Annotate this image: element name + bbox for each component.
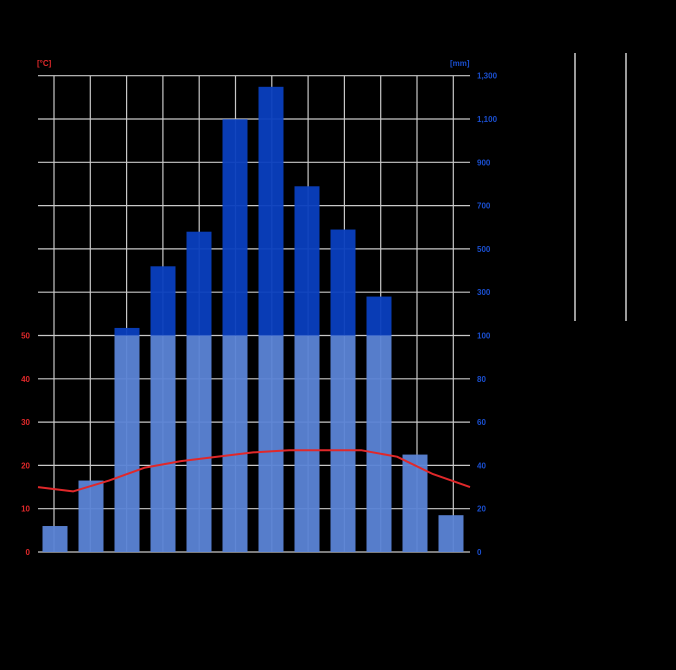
right-tick-label: 100	[477, 332, 491, 341]
precip-bar-upper-5	[186, 231, 212, 336]
left-tick-label: 50	[21, 332, 30, 341]
precip-bar-9	[330, 335, 356, 552]
right-tick-label: 80	[477, 375, 486, 384]
right-tick-label: 0	[477, 548, 482, 557]
left-tick-label: 20	[21, 461, 30, 470]
precip-bar-10	[366, 335, 392, 552]
precip-bar-11	[402, 454, 428, 552]
left-tick-label: 40	[21, 375, 30, 384]
precip-bar-upper-4	[150, 266, 176, 336]
right-tick-label: 500	[477, 245, 491, 254]
precip-bar-upper-7	[258, 86, 284, 336]
precip-bar-upper-6	[222, 119, 248, 336]
precip-bar-2	[78, 480, 104, 552]
right-tick-label: 900	[477, 158, 491, 167]
precip-bar-8	[294, 335, 320, 552]
precipitation-bars	[42, 86, 464, 552]
right-tick-label: 20	[477, 505, 486, 514]
right-tick-label: 700	[477, 202, 491, 211]
precip-bar-1	[42, 526, 68, 552]
right-tick-label: 300	[477, 288, 491, 297]
temperature-line	[37, 449, 471, 493]
precip-bar-6	[222, 335, 248, 552]
left-tick-label: 10	[21, 505, 30, 514]
left-axis-ticks: 0 10 20 30 40 50	[21, 332, 30, 558]
temperature-unit-label: [°C]	[37, 59, 52, 68]
precip-bar-upper-8	[294, 186, 320, 336]
left-tick-label: 30	[21, 418, 30, 427]
precip-bar-12	[438, 515, 464, 552]
precip-bar-7	[258, 335, 284, 552]
precip-bar-upper-3	[114, 327, 140, 336]
precipitation-unit-label: [mm]	[450, 59, 470, 68]
precip-bar-upper-10	[366, 296, 392, 336]
precip-bar-upper-9	[330, 229, 356, 336]
precip-bar-5	[186, 335, 212, 552]
precip-bar-4	[150, 335, 176, 552]
right-tick-label: 1,100	[477, 115, 498, 124]
right-tick-label: 1,300	[477, 72, 498, 81]
legend-frame	[574, 53, 627, 321]
left-tick-label: 0	[26, 548, 31, 557]
right-axis-ticks: 0 20 40 60 80 100 300 500 700 900 1,100 1,300	[477, 72, 498, 557]
right-tick-label: 60	[477, 418, 486, 427]
precip-bar-3	[114, 335, 140, 552]
right-tick-label: 40	[477, 461, 486, 470]
